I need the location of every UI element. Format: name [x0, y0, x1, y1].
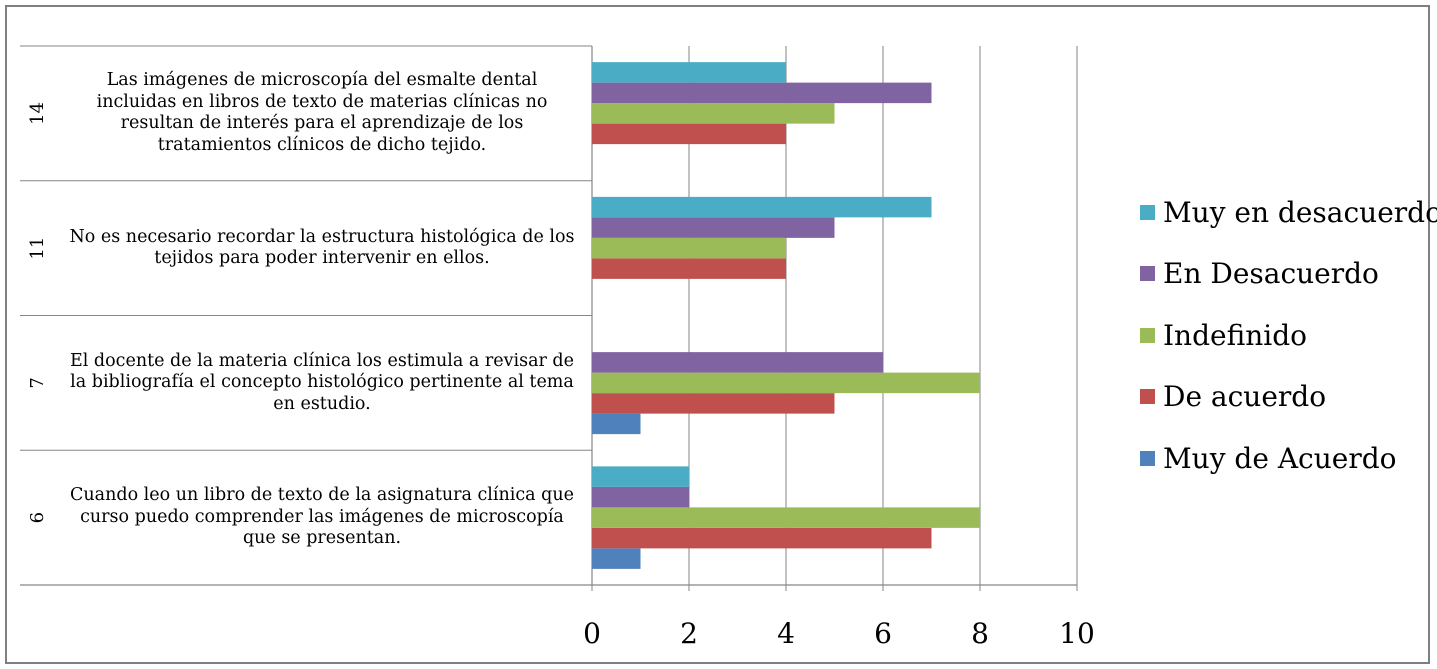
bar [592, 83, 932, 104]
legend-item: Indefinido [1140, 319, 1307, 351]
legend-item: Muy en desacuerdo [1140, 196, 1437, 228]
legend-label: Muy en desacuerdo [1163, 196, 1437, 229]
bar [592, 373, 980, 394]
legend-label: Muy de Acuerdo [1163, 442, 1397, 475]
category-label: 6 [27, 512, 48, 523]
bar [592, 393, 835, 414]
legend-swatch [1140, 451, 1155, 466]
x-tick-label: 8 [971, 617, 989, 650]
bar [592, 352, 883, 373]
category-label: 11 [27, 237, 48, 260]
bar [592, 466, 689, 487]
legend-swatch [1140, 389, 1155, 404]
bar [592, 548, 641, 569]
legend-swatch [1140, 205, 1155, 220]
legend-swatch [1140, 266, 1155, 281]
bar [592, 124, 786, 145]
question-label: El docente de la materia clínica los est… [66, 316, 578, 451]
legend-item: Muy de Acuerdo [1140, 442, 1397, 474]
category-label: 7 [27, 377, 48, 388]
bar [592, 487, 689, 508]
bar [592, 197, 932, 218]
question-label: Las imágenes de microscopía del esmalte … [66, 46, 578, 181]
legend-item: En Desacuerdo [1140, 258, 1379, 290]
x-tick-label: 2 [680, 617, 698, 650]
bar [592, 62, 786, 83]
bar [592, 414, 641, 435]
bar [592, 528, 932, 549]
legend-swatch [1140, 328, 1155, 343]
bar [592, 507, 980, 528]
x-tick-label: 6 [874, 617, 892, 650]
category-label: 14 [27, 102, 48, 125]
legend-label: De acuerdo [1163, 380, 1326, 413]
bar [592, 103, 835, 124]
question-label: Cuando leo un libro de texto de la asign… [66, 450, 578, 585]
question-label: No es necesario recordar la estructura h… [66, 181, 578, 316]
legend-item: De acuerdo [1140, 381, 1326, 413]
legend-label: En Desacuerdo [1163, 257, 1379, 290]
x-tick-label: 4 [777, 617, 795, 650]
bar [592, 217, 835, 238]
bar [592, 238, 786, 259]
legend-label: Indefinido [1163, 319, 1307, 352]
x-tick-label: 10 [1059, 617, 1095, 650]
bar [592, 258, 786, 279]
x-tick-label: 0 [583, 617, 601, 650]
